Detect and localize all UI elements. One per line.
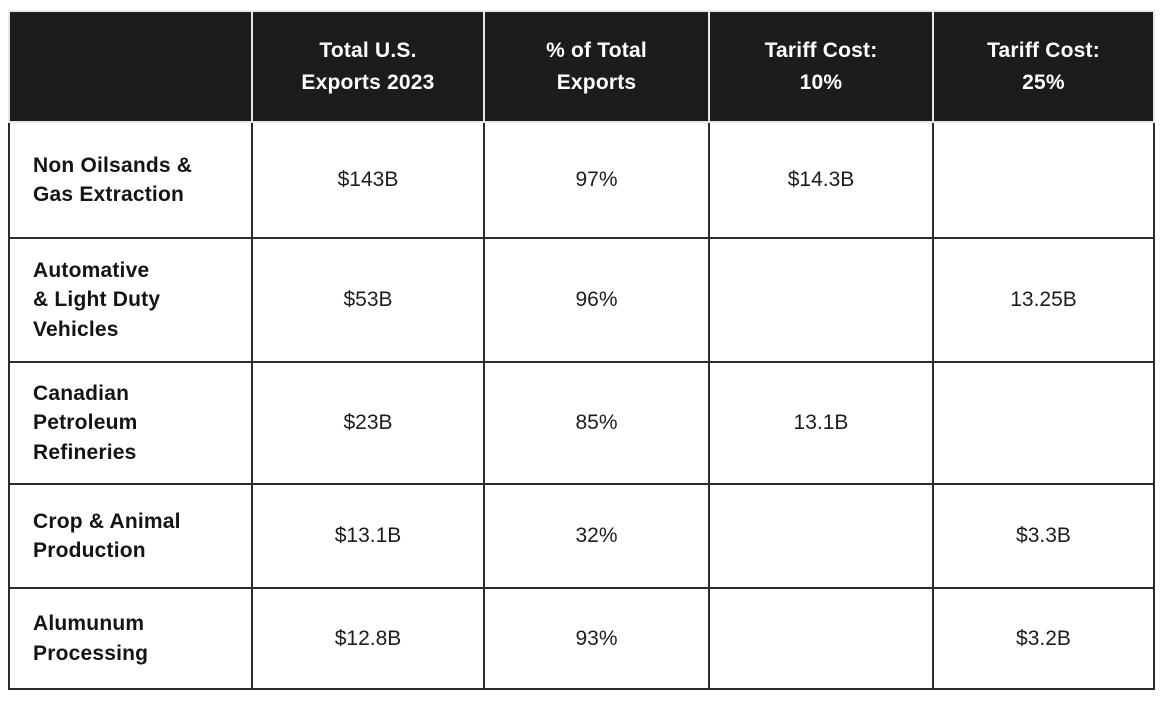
header-row: Total U.S. Exports 2023 % of Total Expor… (8, 10, 1155, 123)
cell-tariff-cost-25 (932, 121, 1155, 239)
column-header-tariff-cost-25: Tariff Cost: 25% (932, 10, 1155, 123)
table-row-alumunum-processing: Alumunum Processing $12.8B 93% $3.2B (8, 587, 1155, 690)
row-label: Crop & Animal Production (8, 483, 253, 589)
cell-tariff-cost-10: $14.3B (708, 121, 934, 239)
cell-total-us-exports: $143B (251, 121, 485, 239)
cell-pct-of-total-exports: 93% (483, 587, 710, 690)
column-header-tariff-cost-10: Tariff Cost: 10% (708, 10, 934, 123)
table-row-non-oilsands-gas-extraction: Non Oilsands & Gas Extraction $143B 97% … (8, 121, 1155, 239)
cell-tariff-cost-25: $3.3B (932, 483, 1155, 589)
cell-total-us-exports: $23B (251, 361, 485, 485)
cell-total-us-exports: $13.1B (251, 483, 485, 589)
cell-pct-of-total-exports: 85% (483, 361, 710, 485)
cell-tariff-cost-10 (708, 483, 934, 589)
cell-pct-of-total-exports: 96% (483, 237, 710, 363)
cell-tariff-cost-10 (708, 587, 934, 690)
column-header-total-us-exports: Total U.S. Exports 2023 (251, 10, 485, 123)
cell-tariff-cost-10 (708, 237, 934, 363)
row-label: Automative & Light Duty Vehicles (8, 237, 253, 363)
cell-tariff-cost-25: $3.2B (932, 587, 1155, 690)
table-row-crop-animal-production: Crop & Animal Production $13.1B 32% $3.3… (8, 483, 1155, 589)
table-row-canadian-petroleum-refineries: Canadian Petroleum Refineries $23B 85% 1… (8, 361, 1155, 485)
cell-pct-of-total-exports: 97% (483, 121, 710, 239)
cell-tariff-cost-10: 13.1B (708, 361, 934, 485)
row-label: Non Oilsands & Gas Extraction (8, 121, 253, 239)
tariff-cost-table: Total U.S. Exports 2023 % of Total Expor… (8, 10, 1155, 690)
row-label: Canadian Petroleum Refineries (8, 361, 253, 485)
row-label: Alumunum Processing (8, 587, 253, 690)
table-row-automative-light-duty-vehicles: Automative & Light Duty Vehicles $53B 96… (8, 237, 1155, 363)
column-header-pct-of-total-exports: % of Total Exports (483, 10, 710, 123)
cell-total-us-exports: $12.8B (251, 587, 485, 690)
cell-tariff-cost-25 (932, 361, 1155, 485)
column-header-empty (8, 10, 253, 123)
cell-tariff-cost-25: 13.25B (932, 237, 1155, 363)
cell-pct-of-total-exports: 32% (483, 483, 710, 589)
cell-total-us-exports: $53B (251, 237, 485, 363)
